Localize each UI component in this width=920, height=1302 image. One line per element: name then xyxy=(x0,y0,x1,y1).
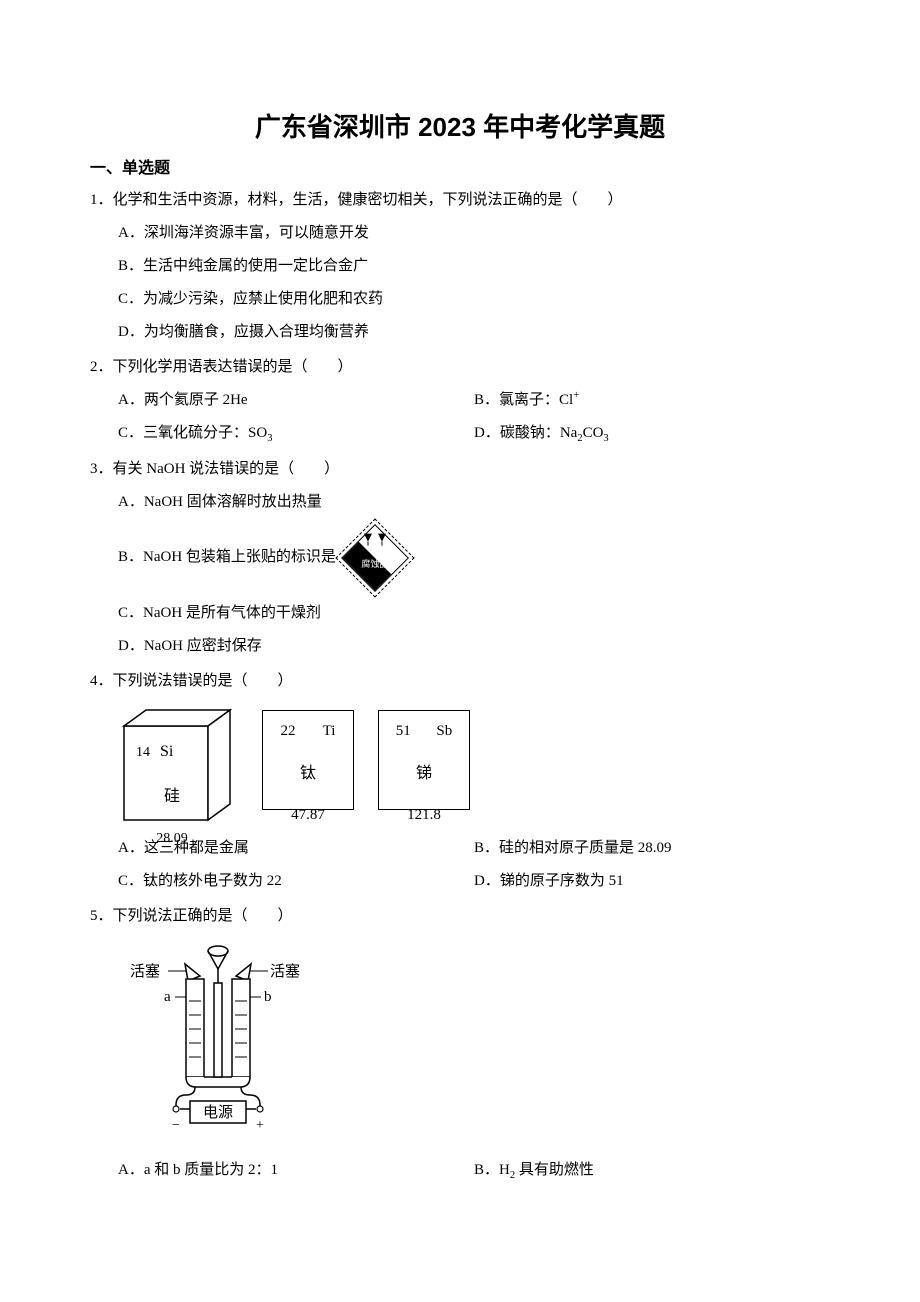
q3-opt-d: D．NaOH 应密封保存 xyxy=(118,630,830,663)
q2-stem: 2．下列化学用语表达错误的是（ ） xyxy=(90,351,830,384)
q5-figure: 活塞 活塞 a b 电源 − + xyxy=(118,941,830,1144)
corrosive-icon: 腐蚀品 xyxy=(336,519,414,597)
q5-b-pre: B．H xyxy=(474,1162,510,1178)
q5-label-b: b xyxy=(264,989,272,1005)
element-si-cube: 14Si 硅 28.09 xyxy=(118,708,238,826)
ti-sym: Ti xyxy=(323,715,336,748)
q4-blank: （ ） xyxy=(233,673,293,689)
sb-sym: Sb xyxy=(436,715,452,748)
q2-b-pre: B．氯离子：Cl xyxy=(474,392,573,408)
si-mass: 28.09 xyxy=(130,824,214,855)
q3-opt-c: C．NaOH 是所有气体的干燥剂 xyxy=(118,597,830,630)
q2-b-sup: + xyxy=(573,390,579,401)
q3-stem: 3．有关 NaOH 说法错误的是（ ） xyxy=(90,453,830,486)
question-5: 5．下列说法正确的是（ ） xyxy=(90,900,830,1187)
si-name: 硅 xyxy=(130,779,214,814)
question-1: 1．化学和生活中资源，材料，生活，健康密切相关，下列说法正确的是（ ） A．深圳… xyxy=(90,184,830,349)
element-ti-box: 22Ti 钛 47.87 xyxy=(262,710,354,810)
page-title: 广东省深圳市 2023 年中考化学真题 xyxy=(90,107,830,144)
q5-plus: + xyxy=(256,1118,264,1131)
ti-mass: 47.87 xyxy=(263,799,353,832)
q5-opt-b: B．H2 具有助燃性 xyxy=(474,1154,830,1187)
exam-page: 广东省深圳市 2023 年中考化学真题 一、单选题 1．化学和生活中资源，材料，… xyxy=(0,0,920,1302)
q5-label-power: 电源 xyxy=(203,1104,233,1121)
q5-label-a: a xyxy=(164,989,171,1005)
q2-opt-a: A．两个氦原子 2He xyxy=(118,384,474,417)
question-4: 4．下列说法错误的是（ ） 14 Si 硅 28.09 22 Ti 钛 xyxy=(90,665,830,898)
corrosive-label: 腐蚀品 xyxy=(361,555,388,575)
q3-opt-b: B．NaOH 包装箱上张贴的标识是 腐蚀品 xyxy=(118,519,830,597)
q1-blank: （ ） xyxy=(563,192,623,208)
q3-b-pre: B．NaOH 包装箱上张贴的标识是 xyxy=(118,541,336,574)
q3-stem-text: 3．有关 NaOH 说法错误的是 xyxy=(90,461,279,477)
q4-figure: 14Si 硅 28.09 22Ti 钛 47.87 51Sb 锑 121.8 xyxy=(118,708,830,826)
q1-opt-c: C．为减少污染，应禁止使用化肥和农药 xyxy=(118,283,830,316)
q5-blank: （ ） xyxy=(233,908,293,924)
q2-opt-b: B．氯离子：Cl+ xyxy=(474,384,830,417)
q5-b-post: 具有助燃性 xyxy=(515,1162,594,1178)
q2-d-sub2: 3 xyxy=(603,433,608,444)
si-num: 14 xyxy=(136,745,150,760)
q4-opt-c: C．钛的核外电子数为 22 xyxy=(118,865,474,898)
q2-opt-c: C．三氧化硫分子：SO3 xyxy=(118,417,474,450)
ti-name: 钛 xyxy=(263,756,353,791)
q2-d-mid: CO xyxy=(583,425,604,441)
section-heading: 一、单选题 xyxy=(90,154,830,178)
sb-mass: 121.8 xyxy=(379,799,469,832)
sb-name: 锑 xyxy=(379,756,469,791)
q4-opt-b: B．硅的相对原子质量是 28.09 xyxy=(474,832,830,865)
q1-stem: 1．化学和生活中资源，材料，生活，健康密切相关，下列说法正确的是（ ） xyxy=(90,184,830,217)
q2-opt-d: D．碳酸钠：Na2CO3 xyxy=(474,417,830,450)
q5-label-right: 活塞 xyxy=(270,962,300,980)
q2-c-sub: 3 xyxy=(267,433,272,444)
q1-opt-d: D．为均衡膳食，应摄入合理均衡营养 xyxy=(118,316,830,349)
q2-stem-text: 2．下列化学用语表达错误的是 xyxy=(90,359,293,375)
q5-stem: 5．下列说法正确的是（ ） xyxy=(90,900,830,933)
q1-stem-text: 1．化学和生活中资源，材料，生活，健康密切相关，下列说法正确的是 xyxy=(90,192,563,208)
ti-num: 22 xyxy=(281,715,296,748)
q5-label-left: 活塞 xyxy=(130,962,160,980)
q1-opt-a: A．深圳海洋资源丰富，可以随意开发 xyxy=(118,217,830,250)
question-2: 2．下列化学用语表达错误的是（ ） A．两个氦原子 2He B．氯离子：Cl+ … xyxy=(90,351,830,450)
q4-opt-d: D．锑的原子序数为 51 xyxy=(474,865,830,898)
si-sym: Si xyxy=(160,743,173,760)
q5-opt-a: A．a 和 b 质量比为 2：1 xyxy=(118,1154,474,1187)
q5-minus: − xyxy=(172,1118,180,1131)
q2-c-pre: C．三氧化硫分子：SO xyxy=(118,425,267,441)
q2-blank: （ ） xyxy=(293,359,353,375)
q2-d-pre: D．碳酸钠：Na xyxy=(474,425,577,441)
q5-stem-text: 5．下列说法正确的是 xyxy=(90,908,233,924)
q1-opt-b: B．生活中纯金属的使用一定比合金广 xyxy=(118,250,830,283)
question-3: 3．有关 NaOH 说法错误的是（ ） A．NaOH 固体溶解时放出热量 B．N… xyxy=(90,453,830,663)
q4-stem: 4．下列说法错误的是（ ） xyxy=(90,665,830,698)
element-sb-box: 51Sb 锑 121.8 xyxy=(378,710,470,810)
q3-opt-a: A．NaOH 固体溶解时放出热量 xyxy=(118,486,830,519)
q3-blank: （ ） xyxy=(279,461,339,477)
sb-num: 51 xyxy=(396,715,411,748)
q4-stem-text: 4．下列说法错误的是 xyxy=(90,673,233,689)
